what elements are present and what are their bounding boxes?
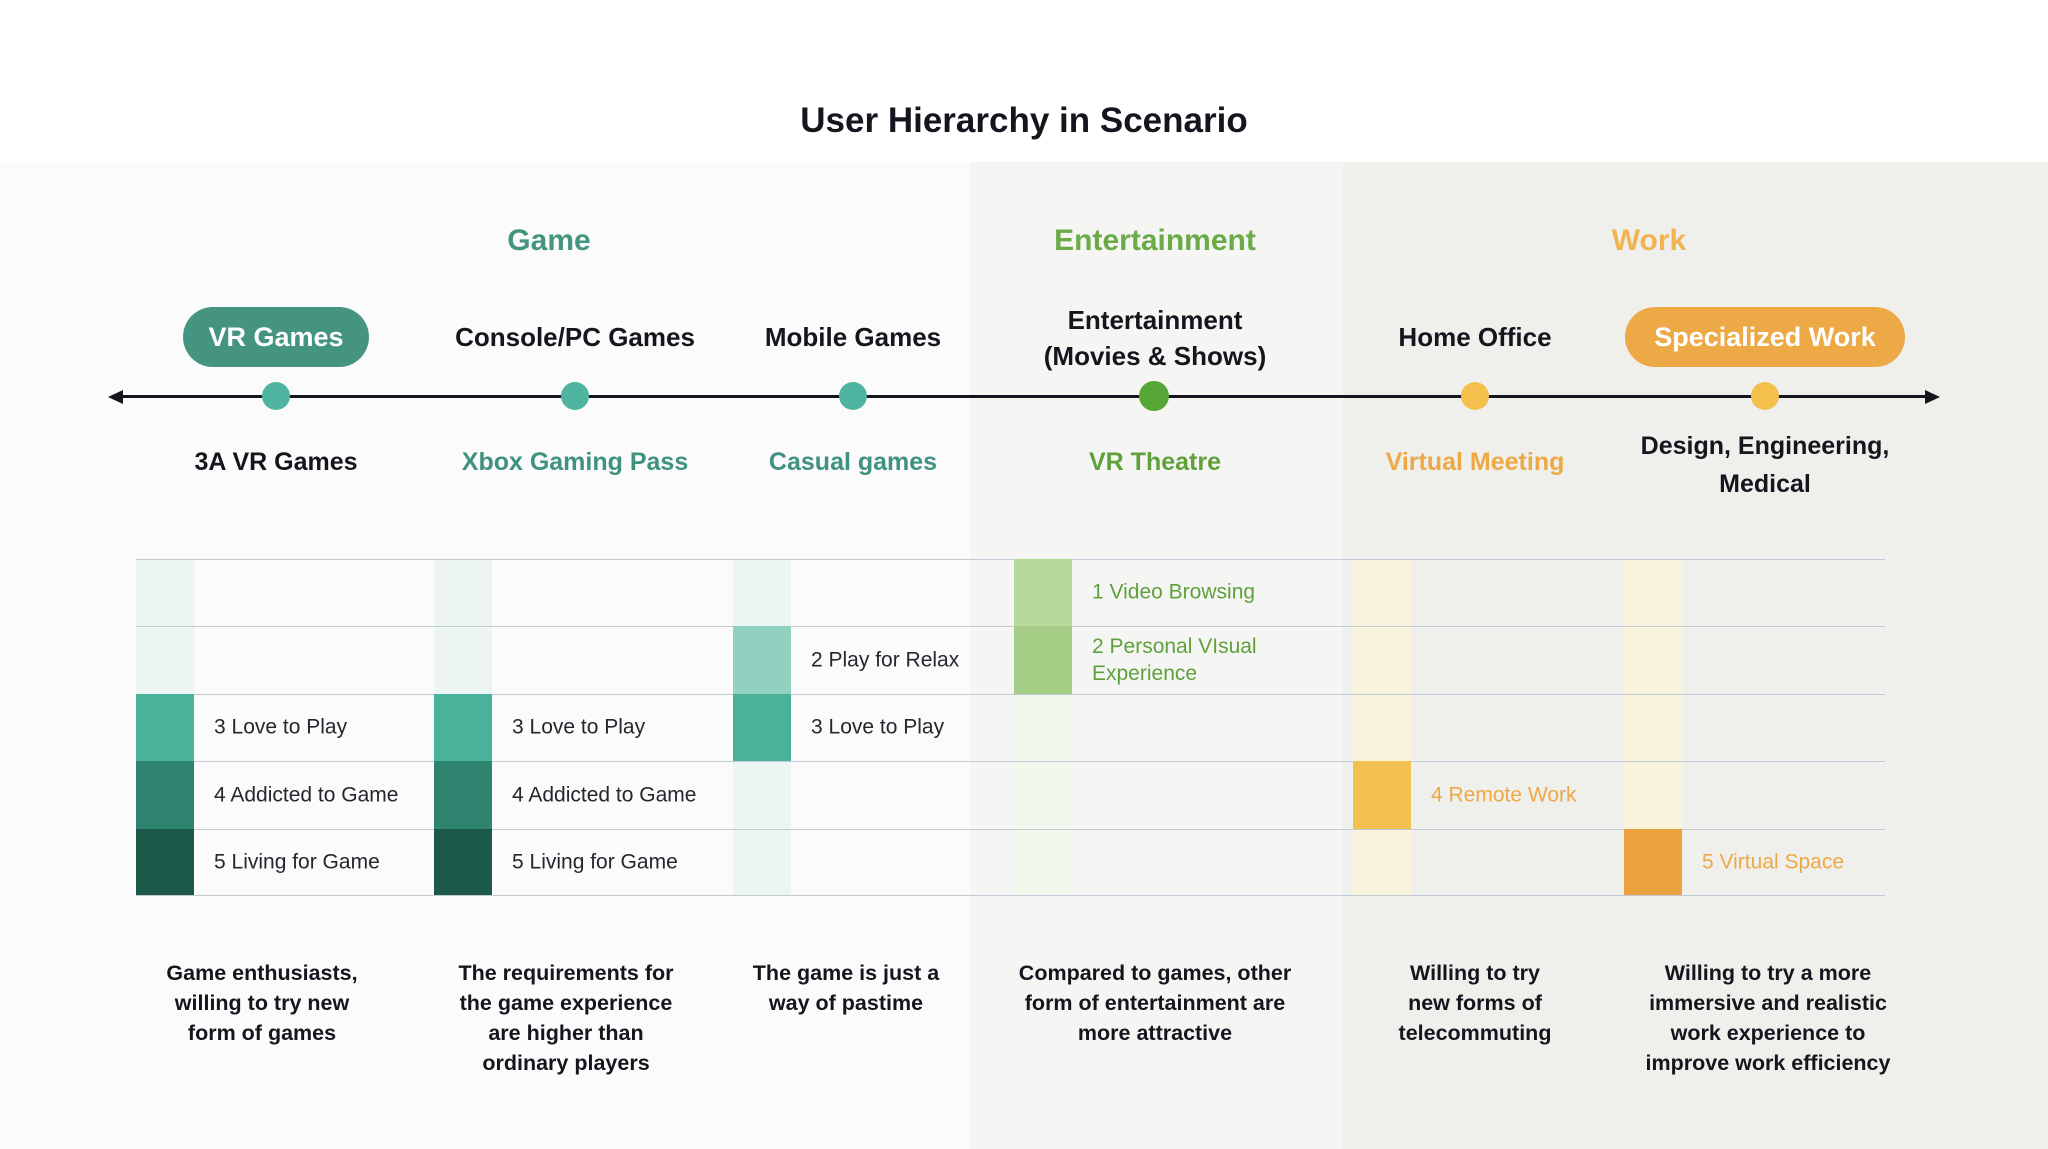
sub-label-virtual-meeting: Virtual Meeting (1385, 448, 1565, 476)
timeline-dot-entertainment (1139, 381, 1169, 411)
column-strip-home-office (1353, 559, 1411, 896)
description-home-office: Willing to try new forms of telecommutin… (1398, 961, 1552, 1045)
matrix-cell-living-for-game-console (434, 829, 492, 895)
matrix-label-love-to-play-vr: 3 Love to Play (214, 715, 348, 739)
timeline-dot-mobile-games (839, 382, 867, 410)
section-header-entertainment: Entertainment (1054, 224, 1256, 257)
matrix-label-living-for-game-vr: 5 Living for Game (214, 850, 380, 874)
sub-label-design-engineering-medical: Design, Engineering, Medical (1640, 432, 1890, 498)
matrix-cell-love-to-play-vr (136, 694, 194, 761)
timeline-dot-console-pc-games (561, 382, 589, 410)
description-mobile-games: The game is just a way of pastime (752, 961, 940, 1015)
matrix-cell-virtual-space (1624, 829, 1682, 895)
sub-label-xbox-gaming-pass: Xbox Gaming Pass (461, 448, 689, 476)
section-header-game: Game (507, 224, 591, 257)
matrix-cell-personal-visual-experience (1014, 626, 1072, 694)
category-pill-vr-games: VR Games (183, 307, 369, 367)
matrix-row-divider (136, 559, 1885, 560)
matrix-cell-play-for-relax (733, 626, 791, 694)
timeline-axis (122, 395, 1926, 398)
matrix-label-video-browsing: 1 Video Browsing (1092, 580, 1256, 604)
matrix-label-addicted-to-game-console: 4 Addicted to Game (512, 783, 697, 807)
matrix-label-addicted-to-game-vr: 4 Addicted to Game (214, 783, 399, 807)
timeline-dot-vr-games (262, 382, 290, 410)
matrix-row-divider (136, 829, 1885, 830)
description-specialized-work: Willing to try a more immersive and real… (1645, 961, 1891, 1075)
category-label-home-office: Home Office (1398, 322, 1552, 352)
matrix-row-divider (136, 895, 1885, 896)
matrix-label-virtual-space: 5 Virtual Space (1702, 850, 1845, 874)
section-header-work: Work (1611, 224, 1687, 257)
matrix-cell-video-browsing (1014, 559, 1072, 626)
matrix-row-divider (136, 694, 1885, 695)
matrix-label-love-to-play-mobile: 3 Love to Play (811, 715, 945, 739)
description-console-pc-games: The requirements for the game experience… (458, 961, 674, 1075)
matrix-label-personal-visual-experience: 2 Personal VIsual Experience (1092, 635, 1257, 685)
matrix-cell-living-for-game-vr (136, 829, 194, 895)
matrix-cell-love-to-play-mobile (733, 694, 791, 761)
category-label-specialized-work: Specialized Work (1654, 321, 1876, 352)
hierarchy-matrix: 1 Video Browsing 2 Play for Relax 2 Pers… (136, 559, 1885, 896)
matrix-cell-remote-work (1353, 761, 1411, 829)
category-pill-specialized-work: Specialized Work (1625, 307, 1905, 367)
matrix-cell-addicted-to-game-console (434, 761, 492, 829)
sub-label-casual-games: Casual games (768, 448, 938, 476)
sub-label-3a-vr-games: 3A VR Games (194, 448, 358, 476)
category-label-console-pc-games: Console/PC Games (455, 322, 695, 352)
category-label-vr-games: VR Games (208, 321, 344, 352)
timeline-dot-home-office (1461, 382, 1489, 410)
matrix-label-love-to-play-console: 3 Love to Play (512, 715, 646, 739)
matrix-cell-addicted-to-game-vr (136, 761, 194, 829)
matrix-label-remote-work: 4 Remote Work (1431, 783, 1577, 807)
arrow-right-icon (1925, 390, 1940, 404)
arrow-left-icon (108, 390, 123, 404)
matrix-label-play-for-relax: 2 Play for Relax (811, 648, 960, 672)
category-label-entertainment: Entertainment (Movies & Shows) (1043, 305, 1267, 371)
description-vr-games: Game enthusiasts, willing to try new for… (166, 961, 358, 1045)
category-label-mobile-games: Mobile Games (764, 322, 942, 352)
description-entertainment: Compared to games, other form of enterta… (1018, 961, 1292, 1045)
matrix-row-divider (136, 626, 1885, 627)
matrix-row-divider (136, 761, 1885, 762)
timeline-dot-specialized-work (1751, 382, 1779, 410)
page-title: User Hierarchy in Scenario (800, 101, 1248, 141)
sub-label-vr-theatre: VR Theatre (1089, 448, 1221, 476)
matrix-label-living-for-game-console: 5 Living for Game (512, 850, 678, 874)
matrix-cell-love-to-play-console (434, 694, 492, 761)
